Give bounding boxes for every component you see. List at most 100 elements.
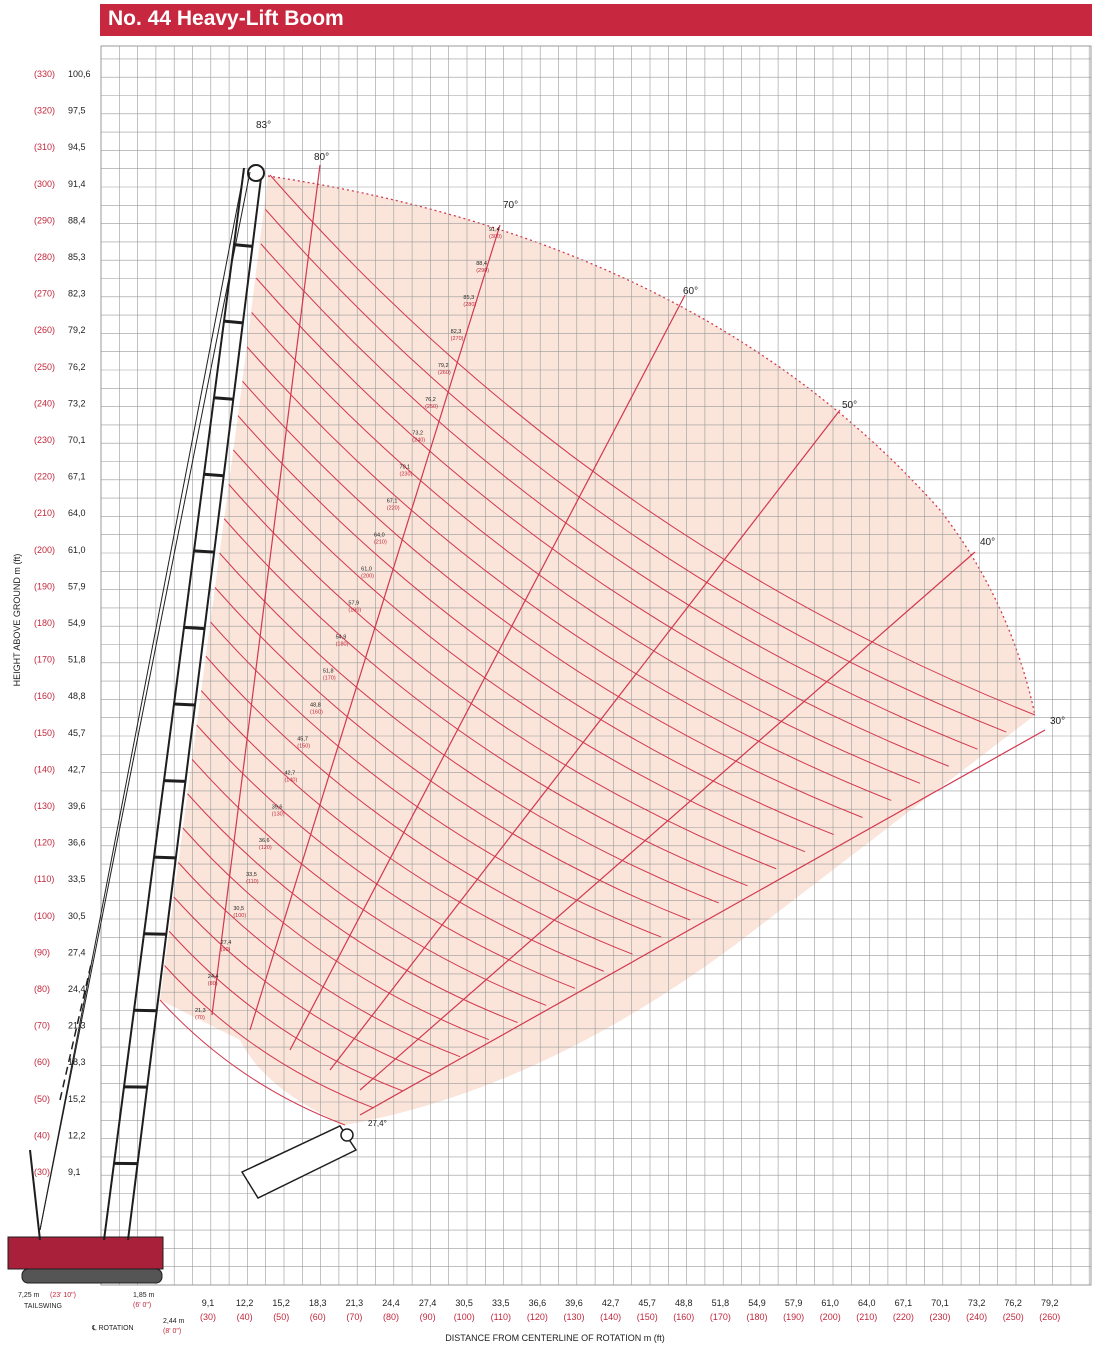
boom-lacing xyxy=(193,549,215,554)
jib-length-label-ft: (140) xyxy=(284,777,297,783)
y-tick-ft: (30) xyxy=(34,1167,50,1177)
x-tick-ft: (50) xyxy=(273,1312,289,1322)
jib-angle-label: 40° xyxy=(980,537,995,548)
x-tick-ft: (180) xyxy=(746,1312,767,1322)
jib-length-label-m: 48,8 xyxy=(310,702,321,708)
y-tick-m: 61,0 xyxy=(68,545,86,555)
jib-length-label-ft: (270) xyxy=(451,336,464,342)
jib-length-arc xyxy=(187,793,518,1023)
y-tick-m: 15,2 xyxy=(68,1094,86,1104)
x-tick-m: 51,8 xyxy=(712,1298,730,1308)
pin-height-value: 2,44 m xyxy=(163,1318,185,1325)
jib-length-arc xyxy=(260,243,978,750)
x-tick-m: 70,1 xyxy=(931,1298,949,1308)
boom-lacing xyxy=(233,243,253,248)
x-tick-ft: (80) xyxy=(383,1312,399,1322)
y-axis-label: HEIGHT ABOVE GROUND m (ft) xyxy=(12,554,22,687)
y-tick-ft: (220) xyxy=(34,472,55,482)
x-tick-ft: (170) xyxy=(710,1312,731,1322)
jib-length-label-ft: (100) xyxy=(233,913,246,919)
y-tick-ft: (250) xyxy=(34,362,55,372)
jib-length-label-ft: (230) xyxy=(400,472,413,478)
jib-length-label-ft: (170) xyxy=(323,675,336,681)
jib-length-label-ft: (110) xyxy=(246,879,259,885)
jib-length-label-ft: (150) xyxy=(297,743,310,749)
boom-lacing xyxy=(163,779,186,783)
tailswing-label: TAILSWING xyxy=(24,1303,62,1310)
y-tick-m: 18,3 xyxy=(68,1057,86,1067)
jib-stowed xyxy=(240,1125,358,1199)
y-tick-ft: (260) xyxy=(34,325,55,335)
jib-length-label-ft: (90) xyxy=(221,947,231,953)
jib-length-label-m: 73,2 xyxy=(412,431,423,437)
x-tick-ft: (210) xyxy=(856,1312,877,1322)
boom-lacing xyxy=(143,932,167,936)
jib-length-label-m: 39,6 xyxy=(272,804,283,810)
x-tick-ft: (130) xyxy=(563,1312,584,1322)
y-tick-m: 54,9 xyxy=(68,618,86,628)
x-tick-ft: (260) xyxy=(1039,1312,1060,1322)
jib-length-label-m: 57,9 xyxy=(348,601,359,607)
y-tick-ft: (100) xyxy=(34,911,55,921)
x-tick-ft: (240) xyxy=(966,1312,987,1322)
y-tick-m: 21,3 xyxy=(68,1021,86,1031)
y-tick-ft: (320) xyxy=(34,106,55,116)
y-tick-m: 9,1 xyxy=(68,1167,81,1177)
jib-length-arc xyxy=(246,346,892,801)
x-tick-ft: (160) xyxy=(673,1312,694,1322)
jib-length-label-ft: (80) xyxy=(208,981,218,987)
jib-length-label-ft: (130) xyxy=(272,811,285,817)
jib-angle-line xyxy=(359,729,1046,1116)
x-tick-m: 79,2 xyxy=(1041,1298,1059,1308)
pin-offset-ft: (6' 0") xyxy=(133,1302,151,1309)
mast-raised-dashed xyxy=(59,959,93,1101)
boom-pendant xyxy=(39,171,251,1231)
y-tick-ft: (200) xyxy=(34,545,55,555)
jib-length-arc xyxy=(219,552,719,904)
jib-angle-line xyxy=(249,224,501,1031)
jib-length-label-m: 36,6 xyxy=(259,838,270,844)
jib-length-label-ft: (280) xyxy=(463,302,476,308)
y-tick-ft: (270) xyxy=(34,289,55,299)
x-tick-m: 15,2 xyxy=(272,1298,290,1308)
y-tick-m: 27,4 xyxy=(68,947,86,957)
jib-length-label-ft: (220) xyxy=(387,506,400,512)
y-tick-m: 48,8 xyxy=(68,691,86,701)
x-tick-m: 45,7 xyxy=(638,1298,656,1308)
grid-frame xyxy=(100,45,1092,1286)
jib-angle-label: 50° xyxy=(842,400,857,411)
jib-angle-line xyxy=(329,409,841,1071)
jib-length-label-ft: (250) xyxy=(425,404,438,410)
jib-angle-label: 80° xyxy=(314,152,329,163)
x-tick-ft: (250) xyxy=(1003,1312,1024,1322)
y-tick-ft: (80) xyxy=(34,984,50,994)
jib-angle-label: 70° xyxy=(503,200,518,211)
jib-length-label-m: 51,8 xyxy=(323,668,334,674)
y-tick-ft: (290) xyxy=(34,215,55,225)
x-tick-ft: (40) xyxy=(237,1312,253,1322)
y-tick-m: 70,1 xyxy=(68,435,86,445)
rotation-label: ℄ ROTATION xyxy=(91,1325,134,1332)
x-tick-ft: (30) xyxy=(200,1312,216,1322)
y-tick-m: 76,2 xyxy=(68,362,86,372)
jib-length-label-m: 91,4 xyxy=(489,227,500,233)
x-tick-m: 33,5 xyxy=(492,1298,510,1308)
y-tick-ft: (140) xyxy=(34,764,55,774)
jib-length-label-ft: (300) xyxy=(489,234,502,240)
y-tick-ft: (110) xyxy=(34,874,54,884)
jib-tip-sheave xyxy=(340,1128,354,1142)
y-tick-m: 30,5 xyxy=(68,911,86,921)
x-tick-ft: (220) xyxy=(893,1312,914,1322)
jib-min-angle-label: 27,4° xyxy=(368,1119,387,1128)
crane-drawing xyxy=(7,164,358,1284)
boom-pendant xyxy=(39,171,245,1231)
jib-length-arc xyxy=(214,587,691,921)
jib-length-label-m: 70,1 xyxy=(400,465,411,471)
jib-length-label-m: 30,5 xyxy=(233,906,244,912)
jib-length-arc xyxy=(265,209,1007,733)
x-tick-ft: (120) xyxy=(527,1312,548,1322)
x-tick-m: 12,2 xyxy=(236,1298,254,1308)
jib-angle-line xyxy=(211,164,321,1016)
jib-length-label-m: 82,3 xyxy=(451,329,462,335)
jib-length-label-ft: (120) xyxy=(259,845,272,851)
